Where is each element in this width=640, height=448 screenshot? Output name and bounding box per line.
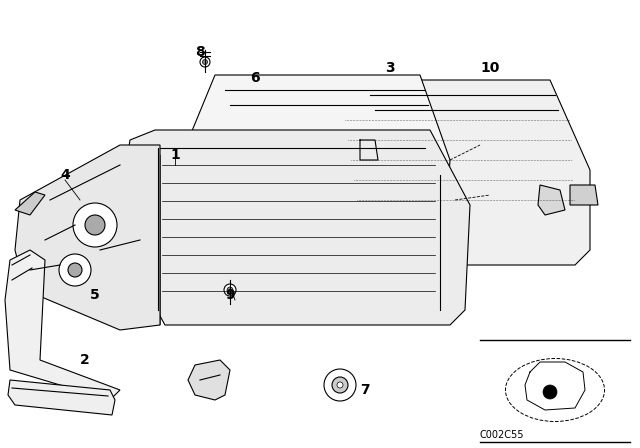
Circle shape bbox=[332, 377, 348, 393]
Text: 2: 2 bbox=[80, 353, 90, 367]
Circle shape bbox=[337, 382, 343, 388]
Polygon shape bbox=[570, 185, 598, 205]
Text: C002C55: C002C55 bbox=[480, 430, 525, 440]
Text: 7: 7 bbox=[360, 383, 370, 397]
Polygon shape bbox=[15, 145, 160, 330]
Circle shape bbox=[202, 60, 207, 65]
Circle shape bbox=[324, 369, 356, 401]
Text: 4: 4 bbox=[60, 168, 70, 182]
Circle shape bbox=[68, 263, 82, 277]
Circle shape bbox=[224, 284, 236, 296]
Text: 10: 10 bbox=[480, 61, 500, 75]
Circle shape bbox=[543, 385, 557, 399]
Polygon shape bbox=[538, 185, 565, 215]
Text: 8: 8 bbox=[195, 45, 205, 59]
Polygon shape bbox=[180, 75, 450, 255]
Circle shape bbox=[73, 203, 117, 247]
Circle shape bbox=[59, 254, 91, 286]
Polygon shape bbox=[330, 80, 590, 265]
Text: 3: 3 bbox=[385, 61, 395, 75]
Polygon shape bbox=[15, 192, 45, 215]
Circle shape bbox=[227, 287, 233, 293]
Polygon shape bbox=[5, 250, 120, 400]
Circle shape bbox=[200, 57, 210, 67]
Polygon shape bbox=[115, 130, 470, 325]
Text: 5: 5 bbox=[90, 288, 100, 302]
Circle shape bbox=[85, 215, 105, 235]
Text: 1: 1 bbox=[170, 148, 180, 162]
Polygon shape bbox=[188, 360, 230, 400]
Text: 9: 9 bbox=[225, 288, 235, 302]
Polygon shape bbox=[8, 380, 115, 415]
Polygon shape bbox=[110, 155, 160, 325]
Text: 6: 6 bbox=[250, 71, 260, 85]
